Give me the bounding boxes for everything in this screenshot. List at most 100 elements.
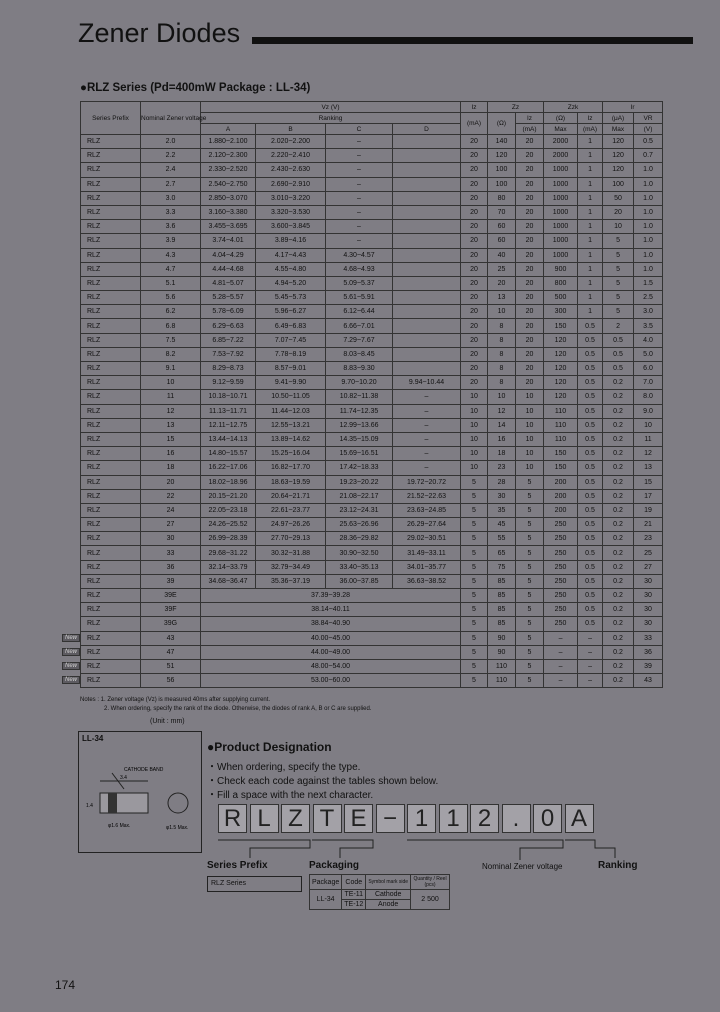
cell: 2.430~2.630 <box>255 162 326 178</box>
code-box: T <box>312 804 342 833</box>
cell: 5 <box>514 488 545 504</box>
cell: RLZ <box>80 616 141 632</box>
cell: 250 <box>543 517 579 533</box>
cell: 36.00~37.85 <box>325 573 393 590</box>
cell: 13 <box>140 417 201 433</box>
row: RLZ 3.6 3.455~3.695 3.600~3.845–20 60 20 1000 1… <box>80 219 664 235</box>
cell: 10 <box>514 460 545 476</box>
cell: 20 <box>514 190 545 206</box>
cell: RLZ <box>80 389 141 405</box>
cell: 1.5 <box>633 275 664 292</box>
cell: 20 <box>460 219 488 235</box>
cell: 150 <box>543 446 579 462</box>
cell: 2.120~2.300 <box>200 148 256 164</box>
cell: 24.26~25.52 <box>200 517 256 533</box>
cell: 40 <box>487 247 516 263</box>
cell: 5 <box>460 630 488 646</box>
cell: 65 <box>487 545 516 561</box>
cell: RLZ <box>80 318 141 334</box>
cell: 0.2 <box>602 644 635 660</box>
cell: 5 <box>514 573 545 590</box>
cell: 10 <box>460 431 488 448</box>
cell: RLZ <box>80 602 141 618</box>
cell: 4.81~5.07 <box>200 275 256 292</box>
cell: 9.1 <box>140 360 201 377</box>
code-box: L <box>249 804 279 833</box>
cell: 0.2 <box>602 630 635 646</box>
cell: RLZ <box>80 545 141 561</box>
cell: 1.0 <box>633 162 664 178</box>
cell: Anode <box>365 899 412 910</box>
cell: 0.2 <box>602 502 635 519</box>
header-cell: Max <box>543 123 579 135</box>
cell: 100 <box>487 162 516 178</box>
cell: 1.0 <box>633 204 664 221</box>
cell: 6.8 <box>140 318 201 334</box>
cell: 27 <box>633 559 664 575</box>
cell: 23.63~24.85 <box>392 502 461 519</box>
cell: 2.5 <box>633 290 664 306</box>
cell: 250 <box>543 616 579 632</box>
cell: 33.40~35.13 <box>325 559 393 575</box>
cell: 1 <box>577 190 604 206</box>
cell: 30 <box>633 616 664 632</box>
cell: 110 <box>543 403 579 419</box>
table-body: RLZ 2.0 1.880~2.100 2.020~2.200–20 140 20 2000… <box>62 133 664 689</box>
cell: 20 <box>460 247 488 263</box>
header-cell: A <box>200 123 256 135</box>
cell: 9.12~9.59 <box>200 375 256 391</box>
cell: 13 <box>487 290 516 306</box>
cell: 0.5 <box>577 460 604 476</box>
cell <box>392 190 461 206</box>
cell: 0.2 <box>602 389 635 405</box>
cell: 20 <box>460 360 488 377</box>
header-cell: D <box>392 123 461 135</box>
row: RLZ 15 13.44~14.13 13.89~14.62 14.35~15.09–1… <box>80 431 664 448</box>
cell: 15.25~16.04 <box>255 446 326 462</box>
row: RLZ 24 22.05~23.18 22.61~23.77 23.12~24.31 23… <box>80 502 664 519</box>
series-table: RLZ Series <box>207 876 302 892</box>
code-label: Ranking <box>598 860 638 871</box>
cell: 30.32~31.88 <box>255 545 326 561</box>
cell: 120 <box>602 162 635 178</box>
cell: 5 <box>602 290 635 306</box>
cell: 3.0 <box>140 190 201 206</box>
cell: 0.5 <box>577 531 604 547</box>
cell: 5 <box>460 587 488 604</box>
header-cell: Zz <box>486 101 545 113</box>
cell: 48.00~54.00 <box>200 658 461 675</box>
diode-body <box>99 792 149 814</box>
code-box: 2 <box>470 804 499 833</box>
cell: 20 <box>460 304 488 320</box>
cell: RLZ New <box>62 644 141 660</box>
cell: 20 <box>514 162 545 178</box>
cell: 27 <box>140 517 201 533</box>
cell: 1.0 <box>633 219 664 235</box>
cell <box>392 275 461 292</box>
cell: 43 <box>140 630 201 646</box>
cell: 1000 <box>543 204 579 221</box>
header-row: Series Prefix Nominal Zener voltage Vz (V)… <box>80 101 664 135</box>
header-cell: Ir <box>602 101 664 113</box>
cell: 4.04~4.29 <box>200 247 256 263</box>
cell: 2.330~2.520 <box>200 162 256 178</box>
connector <box>218 839 311 858</box>
header-cell: (mA) <box>514 123 545 135</box>
cell: 14.80~15.57 <box>200 446 256 462</box>
cell: Package <box>308 874 343 890</box>
cell: 1.0 <box>633 261 664 277</box>
cell: RLZ <box>80 304 141 320</box>
cell: 20 <box>460 375 488 391</box>
cell: 4.7 <box>140 261 201 277</box>
cell: 22.05~23.18 <box>200 502 256 519</box>
cell: 7.29~7.67 <box>325 332 393 348</box>
cell: 14.35~15.09 <box>325 431 393 448</box>
new-badge: New <box>62 633 81 642</box>
cell: 20 <box>514 133 545 150</box>
cell: 21 <box>633 517 664 533</box>
cell: 1 <box>577 290 604 306</box>
cell: 5.1 <box>140 275 201 292</box>
cell: 2.540~2.750 <box>200 176 256 192</box>
cell: RLZ <box>80 573 141 590</box>
cell: 5 <box>460 502 488 519</box>
